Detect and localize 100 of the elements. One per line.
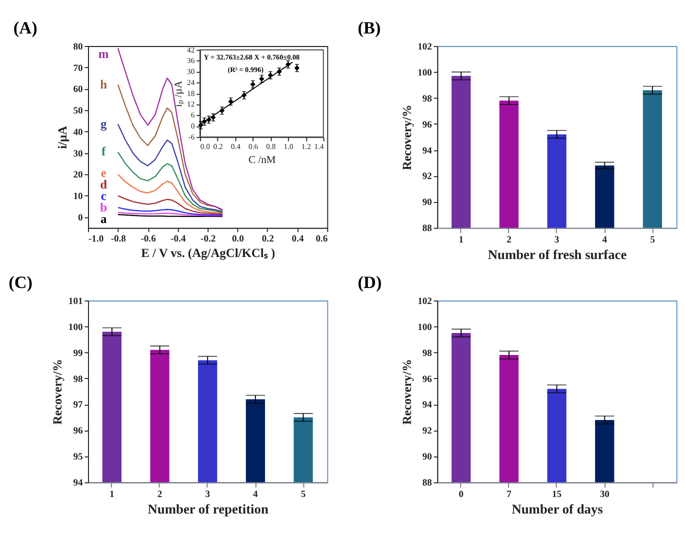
x-tick-label: 1.4: [314, 142, 324, 151]
x-tick-label: 7: [506, 489, 512, 500]
y-tick-label: 100: [418, 67, 432, 78]
x-tick-label: 0.0: [232, 234, 244, 245]
x-tick-label: 0.8: [266, 142, 276, 151]
line-series: [117, 124, 224, 212]
x-tick-label: 1: [458, 234, 464, 246]
y-tick-label: 24: [187, 78, 195, 87]
chart-title: (A): [13, 18, 38, 38]
y-tick-label: 100: [418, 322, 432, 333]
y-tick-label: 98: [73, 374, 83, 385]
x-tick-label: 4: [253, 489, 258, 500]
series-label: g: [100, 116, 108, 131]
x-tick-label: 2: [157, 489, 162, 500]
y-tick-label: 40: [73, 126, 83, 138]
y-tick-label: 92: [422, 171, 432, 182]
y-tick-label: 30: [187, 67, 195, 76]
y-tick-label: 94: [73, 478, 83, 489]
y-tick-label: 90: [422, 452, 432, 463]
y-tick-label: 50: [73, 106, 83, 117]
y-tick-label: 88: [422, 478, 432, 489]
y-tick-label: 0: [78, 212, 83, 224]
series-label: c: [100, 189, 107, 204]
x-axis-title: Number of days: [512, 501, 603, 516]
x-axis-title: Number of fresh surface: [488, 246, 627, 262]
x-tick-label: -1.0: [88, 234, 104, 245]
line-series: [117, 151, 224, 214]
y-tick-label: 42: [187, 45, 195, 54]
y-tick-label: 100: [68, 322, 83, 333]
y-axis-title: i/µA: [55, 126, 70, 149]
series-label: m: [98, 46, 110, 61]
x-tick-label: 15: [552, 489, 562, 500]
y-axis-title: Recovery/%: [400, 104, 414, 170]
x-axis-title: C /nM: [248, 155, 276, 166]
y-tick-label: 6: [190, 110, 195, 120]
series-label: f: [101, 144, 106, 159]
x-tick-label: -0.4: [170, 234, 186, 245]
x-tick-label: 2: [506, 234, 512, 246]
x-tick-label: 5: [300, 489, 306, 500]
x-tick-label: -0.2: [200, 234, 216, 245]
y-tick-label: 94: [422, 400, 432, 411]
y-tick-label: 60: [73, 84, 83, 96]
y-tick-label: 0: [190, 121, 195, 130]
x-tick-label: 0.0: [200, 142, 210, 151]
y-tick-label: 80: [73, 41, 83, 52]
y-tick-label: 20: [73, 170, 83, 181]
y-tick-label: 98: [422, 93, 432, 104]
series-label: a: [100, 212, 108, 226]
x-axis-title: Number of repetition: [148, 501, 269, 516]
y-tick-label: 101: [68, 296, 83, 307]
x-tick-label: 0.2: [213, 142, 224, 151]
y-tick-label: 90: [422, 197, 432, 208]
y-tick-label: 10: [73, 191, 83, 202]
chart-title: (D): [358, 273, 382, 292]
y-tick-label: 36: [187, 56, 195, 66]
chart-title: (B): [358, 18, 381, 38]
x-tick-label: 30: [600, 489, 610, 500]
x-tick-label: 1.0: [284, 142, 294, 151]
y-tick-label: 96: [422, 119, 432, 130]
y-axis-title: iₚ /µA: [173, 80, 184, 107]
x-tick-label: 0.2: [262, 234, 274, 245]
x-tick-label: 3: [205, 489, 210, 500]
series-label: d: [100, 178, 108, 192]
y-axis-title: Recovery/%: [400, 359, 414, 425]
series-label: b: [100, 200, 108, 214]
series-label: e: [100, 166, 107, 180]
x-tick-label: -0.6: [140, 234, 156, 245]
y-tick-label: 99: [73, 348, 83, 359]
y-tick-label: 97: [73, 400, 83, 411]
x-tick-label: 5: [650, 234, 656, 246]
y-tick-label: -6: [188, 132, 195, 142]
line-series: [117, 195, 224, 214]
y-tick-label: 94: [422, 145, 432, 156]
x-tick-label: 0.6: [248, 142, 258, 151]
y-tick-label: 70: [73, 62, 83, 74]
y-tick-label: 98: [422, 348, 432, 359]
y-tick-label: 88: [422, 223, 432, 234]
chart-title: (C): [8, 273, 33, 292]
y-tick-label: 102: [418, 296, 432, 307]
y-tick-label: 12: [187, 100, 195, 109]
series-label: h: [100, 77, 108, 92]
y-tick-label: 18: [187, 88, 195, 98]
line-series: [117, 206, 224, 216]
x-tick-label: 0.4: [292, 234, 304, 245]
y-tick-label: 96: [422, 374, 432, 385]
y-tick-label: 92: [422, 426, 432, 437]
x-tick-label: 4: [602, 234, 608, 246]
y-tick-label: 96: [73, 426, 83, 437]
y-axis-title: Recovery/%: [50, 359, 65, 425]
x-axis-title: E / V vs. (Ag/AgCl/KClₛ ): [141, 246, 276, 260]
x-tick-label: 0: [458, 489, 464, 500]
x-tick-label: -0.8: [110, 234, 126, 245]
x-tick-label: 1.2: [301, 142, 312, 151]
x-tick-label: 1: [110, 489, 115, 500]
x-tick-label: 0.6: [316, 234, 328, 245]
x-tick-label: 0.4: [230, 142, 241, 151]
line-series: [117, 174, 224, 214]
y-tick-label: 102: [418, 41, 432, 52]
y-tick-label: 95: [73, 452, 83, 463]
x-tick-label: 3: [554, 234, 560, 246]
